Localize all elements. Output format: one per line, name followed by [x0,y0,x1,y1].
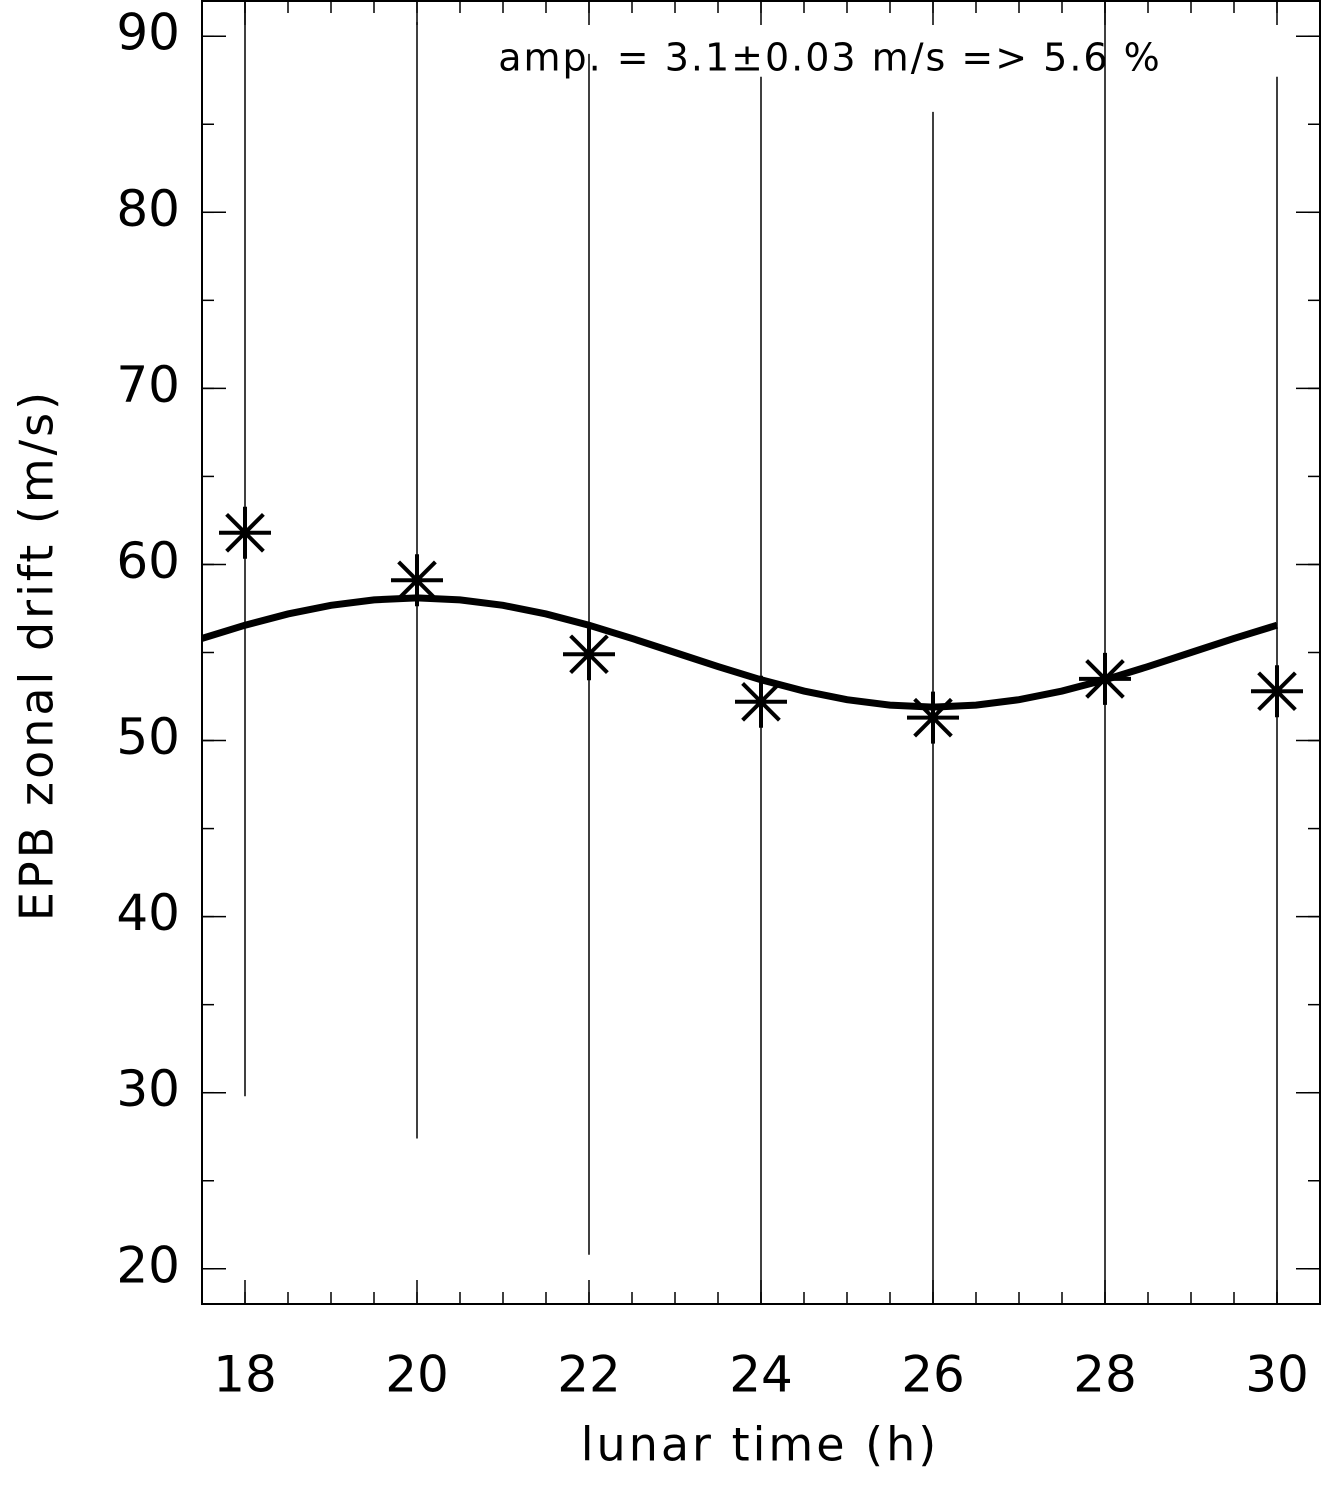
y-tick-label: 80 [116,180,180,238]
y-tick-label: 90 [116,4,180,62]
x-tick-label: 26 [901,1346,965,1404]
y-tick-label: 50 [116,708,180,766]
data-point [907,691,959,744]
x-axis-title: lunar time (h) [581,1418,939,1472]
y-axis-title: EPB zonal drift (m/s) [10,389,64,921]
data-point [1079,652,1131,705]
x-tick-label: 24 [729,1346,793,1404]
annotation: amp. = 3.1±0.03 m/s => 5.6 % [498,36,1162,80]
data-point [1251,665,1303,718]
x-tick-label: 18 [213,1346,277,1404]
x-tick-label: 20 [385,1346,449,1404]
data-point [563,628,615,681]
y-tick-label: 30 [116,1060,180,1118]
data-point [391,554,443,607]
data-point [219,506,271,559]
y-tick-label: 70 [116,356,180,414]
x-tick-label: 22 [557,1346,621,1404]
y-tick-label: 60 [116,532,180,590]
x-tick-label: 28 [1073,1346,1137,1404]
data-point [735,675,787,728]
y-tick-label: 20 [116,1236,180,1294]
fit-curve [202,594,1279,711]
x-tick-label: 30 [1245,1346,1309,1404]
plot-area [202,1,1303,1304]
y-tick-label: 40 [116,884,180,942]
